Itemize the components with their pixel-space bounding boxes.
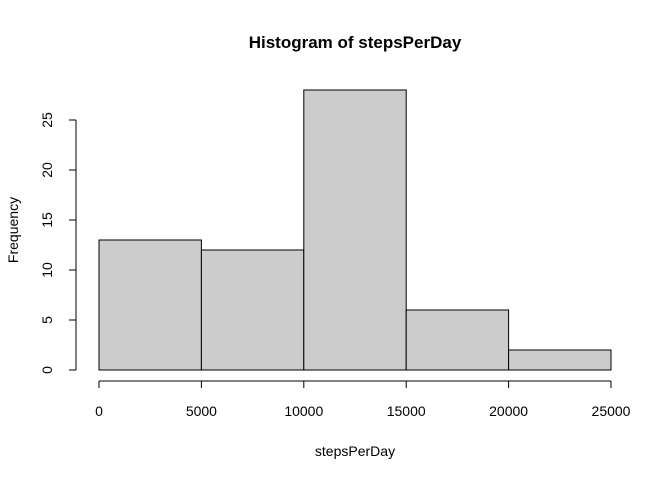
y-tick-label: 5 (39, 316, 55, 324)
y-tick-label: 10 (39, 262, 55, 278)
y-axis: 0 5 10 15 20 25 (39, 112, 77, 374)
chart-title: Histogram of stepsPerDay (249, 33, 462, 52)
y-tick-label: 0 (39, 366, 55, 374)
x-tick-label: 15000 (387, 403, 426, 419)
y-tick-label: 15 (39, 212, 55, 228)
y-tick-label: 20 (39, 162, 55, 178)
x-axis: 0 5000 10000 15000 20000 25000 (95, 380, 631, 419)
x-tick-label: 5000 (186, 403, 217, 419)
x-tick-label: 20000 (489, 403, 528, 419)
histogram-bar-1 (200, 249, 305, 371)
histogram-bar-0 (98, 239, 202, 371)
x-axis-label: stepsPerDay (315, 443, 395, 459)
bars-group (98, 89, 612, 371)
y-axis-label: Frequency (5, 197, 21, 263)
x-tick-label: 10000 (284, 403, 323, 419)
histogram-bar-4 (508, 349, 612, 371)
y-tick-label: 25 (39, 112, 55, 128)
x-tick-label: 0 (95, 403, 103, 419)
histogram-bar-3 (405, 309, 510, 371)
x-tick-label: 25000 (592, 403, 631, 419)
histogram-bar-2 (303, 89, 407, 371)
